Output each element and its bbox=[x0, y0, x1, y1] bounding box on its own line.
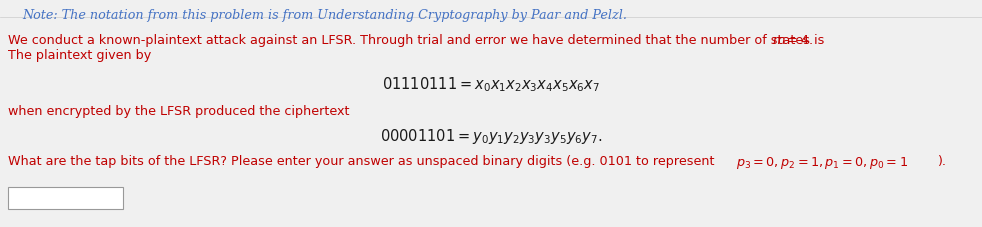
Text: when encrypted by the LFSR produced the ciphertext: when encrypted by the LFSR produced the … bbox=[8, 105, 350, 118]
FancyBboxPatch shape bbox=[8, 187, 123, 209]
Text: Note: The notation from this problem is from Understanding Cryptography by Paar : Note: The notation from this problem is … bbox=[22, 9, 627, 22]
Text: $01110111 = x_0 x_1 x_2 x_3 x_4 x_5 x_6 x_7$: $01110111 = x_0 x_1 x_2 x_3 x_4 x_5 x_6 … bbox=[382, 75, 600, 94]
Text: What are the tap bits of the LFSR? Please enter your answer as unspaced binary d: What are the tap bits of the LFSR? Pleas… bbox=[8, 155, 719, 168]
Text: $00001101 = y_0 y_1 y_2 y_3 y_3 y_5 y_6 y_7.$: $00001101 = y_0 y_1 y_2 y_3 y_3 y_5 y_6 … bbox=[380, 127, 602, 146]
Text: The plaintext given by: The plaintext given by bbox=[8, 49, 151, 62]
Text: We conduct a known-plaintext attack against an LFSR. Through trial and error we : We conduct a known-plaintext attack agai… bbox=[8, 34, 829, 47]
Text: $p_3 = 0, p_2 = 1, p_1 = 0, p_0 = 1$: $p_3 = 0, p_2 = 1, p_1 = 0, p_0 = 1$ bbox=[736, 155, 908, 171]
Text: $m = 4$.: $m = 4$. bbox=[772, 34, 813, 47]
Text: ).: ). bbox=[937, 155, 946, 168]
